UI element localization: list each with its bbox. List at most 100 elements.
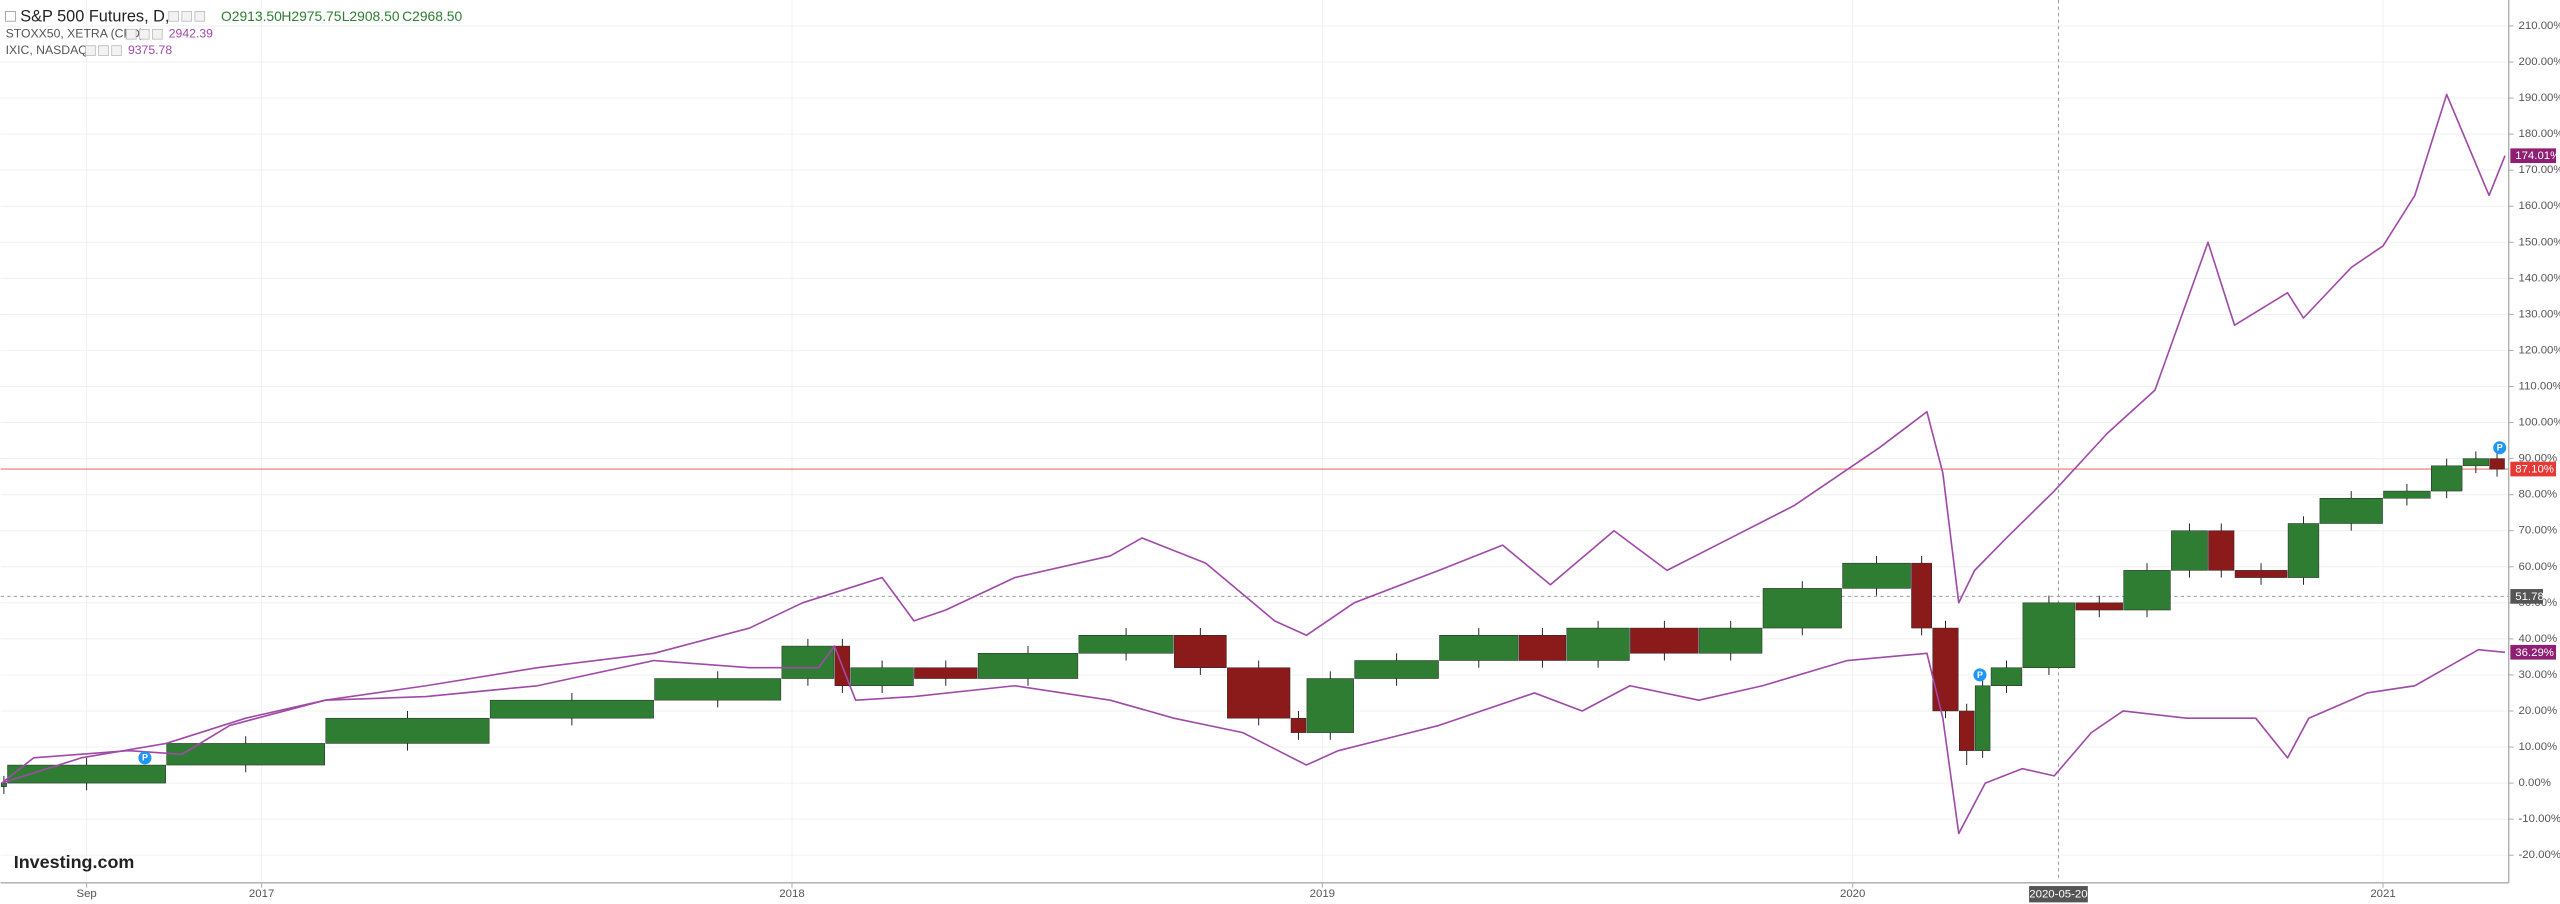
candle-body xyxy=(166,743,326,766)
legend-button xyxy=(125,28,137,40)
legend-value: 9375.78 xyxy=(128,43,172,57)
candle-body xyxy=(2171,530,2208,571)
price-badge-label: 87.10% xyxy=(2515,464,2554,476)
candle-body xyxy=(1518,635,1567,661)
legend-value: 2942.39 xyxy=(169,27,213,41)
legend-button xyxy=(111,45,122,56)
price-badge xyxy=(2510,148,2557,164)
y-tick-label: 30.00% xyxy=(2519,669,2558,681)
y-tick-label: 170.00% xyxy=(2519,164,2560,176)
legend-value: O2913.50 xyxy=(221,8,282,24)
candle-body xyxy=(654,678,782,701)
price-badge xyxy=(2510,644,2557,660)
event-marker-label: P xyxy=(2497,443,2503,453)
candle-body xyxy=(2022,602,2076,668)
x-tick-label: 2018 xyxy=(779,888,804,900)
event-marker-label: P xyxy=(1977,670,1983,680)
candle-body xyxy=(1958,710,1975,751)
candle-body xyxy=(1911,562,1932,629)
x-tick-label: 2019 xyxy=(1310,888,1335,900)
y-tick-label: 10.00% xyxy=(2519,741,2558,753)
legend-button xyxy=(168,11,179,22)
y-tick-label: 80.00% xyxy=(2519,489,2558,501)
candle-body xyxy=(1974,685,1991,751)
candle-body xyxy=(2383,490,2431,499)
candle-body xyxy=(2489,458,2505,470)
y-tick-label: 20.00% xyxy=(2519,705,2558,717)
candle-body xyxy=(1306,678,1354,733)
legend-value: L2908.50 xyxy=(342,8,400,24)
crosshair-y-badge xyxy=(2510,589,2543,604)
y-tick-label: 160.00% xyxy=(2519,200,2560,212)
y-tick-label: 180.00% xyxy=(2519,128,2560,140)
event-marker-label: P xyxy=(142,753,148,763)
axes: -20.00% -10.00% 0.00% 10.00% 20.00% 30.00% 40.… xyxy=(76,20,2560,903)
event-marker xyxy=(138,751,152,765)
candle-body xyxy=(1990,667,2023,686)
event-marker xyxy=(2493,441,2507,455)
candle-body xyxy=(2431,465,2463,492)
candle-body xyxy=(1932,627,1959,712)
legend-button xyxy=(152,28,163,40)
series-line xyxy=(1,93,2506,784)
y-tick-label: -20.00% xyxy=(2519,849,2560,861)
x-tick-label: 2021 xyxy=(2370,888,2395,900)
y-tick-label: 140.00% xyxy=(2519,272,2560,284)
candle-body xyxy=(2234,570,2288,578)
x-tick-label: 2020 xyxy=(1840,888,1865,900)
price-badge-label: 36.29% xyxy=(2515,647,2554,659)
candle-body xyxy=(977,653,1079,679)
crosshair-x-label: 2020-05-20 xyxy=(2029,889,2087,901)
plot-area: P P P xyxy=(0,93,2507,835)
legend-value: H2975.75 xyxy=(281,8,341,24)
y-tick-label: 130.00% xyxy=(2519,308,2560,320)
y-tick-label: -10.00% xyxy=(2519,813,2560,825)
candle-body xyxy=(1227,667,1291,719)
legend-button xyxy=(98,45,109,56)
y-tick-label: 190.00% xyxy=(2519,92,2560,104)
candle-body xyxy=(2123,570,2171,611)
candle-body xyxy=(850,667,914,686)
candle-body xyxy=(781,645,835,679)
y-tick-label: 100.00% xyxy=(2519,417,2560,429)
legend: S&P 500 Futures, D, O2913.50 H2975.75 L2908… xyxy=(5,7,463,57)
candle-body xyxy=(325,717,490,744)
candle-body xyxy=(2208,530,2235,571)
candle-body xyxy=(1174,635,1227,668)
candle-body xyxy=(7,764,166,784)
y-tick-label: 120.00% xyxy=(2519,344,2560,356)
candle-body xyxy=(2319,498,2383,524)
x-tick-label: Sep xyxy=(76,888,96,900)
candle-body xyxy=(1630,627,1699,654)
x-tick-label: 2017 xyxy=(249,888,274,900)
candle-body xyxy=(2075,602,2123,611)
y-tick-label: 60.00% xyxy=(2519,561,2558,573)
candle-body xyxy=(1762,588,1842,629)
legend-series-name: STOXX50, XETRA (CFD) xyxy=(6,27,144,41)
candle-body xyxy=(1078,635,1174,654)
series-line xyxy=(1,645,2506,835)
event-marker xyxy=(1973,668,1987,682)
y-tick-label: 210.00% xyxy=(2519,20,2560,32)
candle-body xyxy=(914,667,978,679)
legend-series-name: S&P 500 Futures, D, xyxy=(20,7,169,25)
watermark: Investing.com xyxy=(14,852,135,872)
legend-collapse xyxy=(5,11,16,22)
y-tick-label: 40.00% xyxy=(2519,633,2558,645)
legend-value: C2968.50 xyxy=(402,8,462,24)
candle-body xyxy=(1699,627,1763,654)
legend-button xyxy=(138,28,150,40)
candle-body xyxy=(1290,717,1307,733)
y-tick-label: 150.00% xyxy=(2519,236,2560,248)
crosshair-x-badge xyxy=(2029,886,2088,903)
candle-body xyxy=(1842,562,1911,589)
crosshair-y-label: 51.78 xyxy=(2515,591,2544,603)
legend-button xyxy=(194,11,206,22)
y-tick-label: 110.00% xyxy=(2519,381,2560,393)
candle-body xyxy=(1566,627,1630,661)
price-badge xyxy=(2510,461,2557,477)
legend-button xyxy=(85,45,96,56)
